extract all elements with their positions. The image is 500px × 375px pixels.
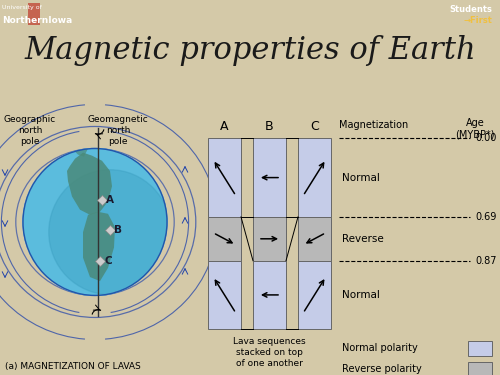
- Text: Age
(MYBP*): Age (MYBP*): [456, 118, 495, 140]
- Text: B: B: [114, 225, 122, 235]
- Text: B: B: [265, 120, 274, 133]
- Bar: [298, 217, 331, 261]
- Bar: [253, 261, 286, 329]
- Text: A: A: [106, 195, 114, 204]
- Text: Geographic
north
pole: Geographic north pole: [4, 115, 56, 146]
- Bar: [208, 138, 241, 217]
- Bar: [208, 217, 241, 261]
- Bar: [253, 138, 286, 217]
- Text: (a) MAGNETIZATION OF LAVAS: (a) MAGNETIZATION OF LAVAS: [5, 362, 141, 371]
- Polygon shape: [67, 153, 112, 215]
- Text: 0.87: 0.87: [475, 256, 496, 266]
- Text: Normal: Normal: [342, 172, 380, 183]
- Circle shape: [49, 170, 171, 295]
- Text: C: C: [310, 120, 319, 133]
- Bar: [208, 261, 241, 329]
- Bar: [468, 362, 492, 375]
- Text: Geomagnetic
north
pole: Geomagnetic north pole: [88, 115, 148, 146]
- Text: A: A: [220, 120, 229, 133]
- Text: Normal: Normal: [342, 290, 380, 300]
- Text: Magnetization: Magnetization: [339, 120, 408, 130]
- Text: Reverse: Reverse: [342, 234, 384, 244]
- Bar: [468, 341, 492, 356]
- Text: Magnetic properties of Earth: Magnetic properties of Earth: [24, 35, 476, 66]
- Bar: [253, 217, 286, 261]
- Text: C: C: [104, 256, 112, 266]
- Text: Lava sequences
stacked on top
of one another: Lava sequences stacked on top of one ano…: [233, 337, 306, 369]
- Text: →First: →First: [464, 16, 492, 25]
- Text: Normal polarity: Normal polarity: [342, 344, 418, 354]
- Circle shape: [23, 148, 167, 296]
- Text: NorthernIowa: NorthernIowa: [2, 16, 73, 25]
- Text: 0.00: 0.00: [475, 133, 496, 143]
- Bar: [28, 3, 40, 26]
- Text: 0.69: 0.69: [475, 212, 496, 222]
- Polygon shape: [74, 142, 88, 157]
- Text: Students: Students: [450, 4, 492, 13]
- Text: Reverse polarity: Reverse polarity: [342, 364, 422, 374]
- Polygon shape: [83, 212, 115, 281]
- Text: University of: University of: [2, 5, 42, 10]
- Bar: [298, 138, 331, 217]
- Bar: [298, 261, 331, 329]
